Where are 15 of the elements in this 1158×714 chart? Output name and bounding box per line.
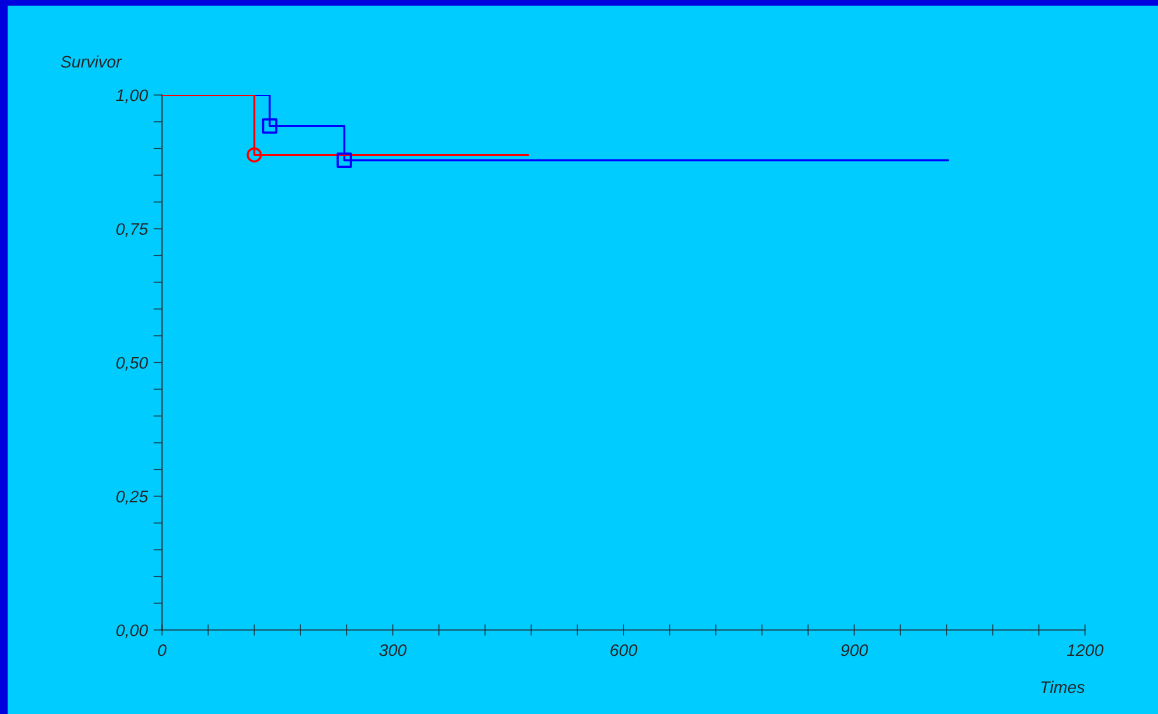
y-tick-label: 0,00 (116, 624, 148, 639)
point (246, 147, 262, 163)
y-tick-label: 0,75 (116, 223, 149, 237)
point (336, 152, 352, 168)
point (261, 118, 278, 134)
x-tick-label: 1200 (1066, 644, 1104, 657)
x-axis-title: Times (1041, 680, 1085, 694)
y-tick-label: 0,25 (116, 490, 149, 505)
x-tick-label: 900 (840, 644, 869, 657)
y-tick-label: 0,50 (116, 356, 148, 371)
y-axis-title: Survivor (60, 55, 123, 68)
x-tick-label: 0 (158, 644, 167, 657)
y-tick-label: 1,00 (116, 89, 148, 104)
x-tick-label: 600 (610, 644, 638, 657)
x-tick-label: 300 (379, 644, 407, 657)
